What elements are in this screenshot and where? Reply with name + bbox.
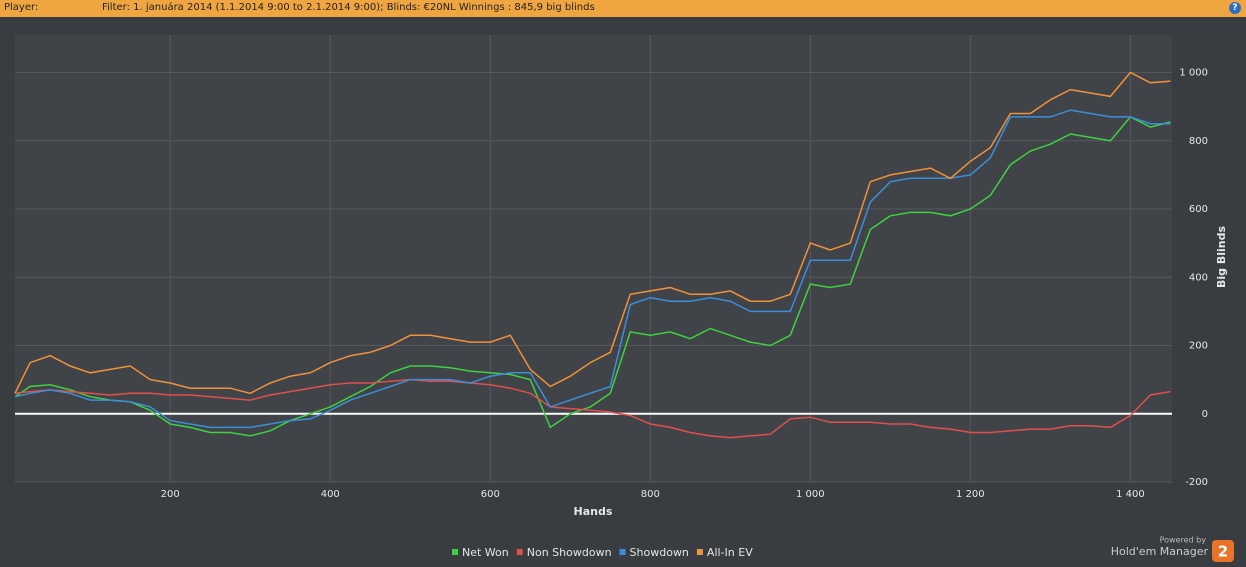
y-tick-label: 0 bbox=[1202, 409, 1208, 420]
chart: Hands Big Blinds Powered by Hold'em Mana… bbox=[14, 35, 1234, 562]
powered-by: Powered by bbox=[1160, 536, 1207, 545]
y-tick-label: 600 bbox=[1189, 204, 1208, 215]
legend-swatch bbox=[619, 549, 626, 555]
logo bbox=[1212, 540, 1234, 562]
header-bar: Player: Filter: 1. januára 2014 (1.1.201… bbox=[0, 0, 1246, 17]
legend-label: Showdown bbox=[630, 546, 689, 559]
legend-swatch bbox=[516, 549, 523, 555]
y-tick-label: 800 bbox=[1189, 136, 1208, 147]
series-line bbox=[14, 109, 1171, 429]
product-name: Hold'em Manager bbox=[1111, 545, 1209, 558]
legend-swatch bbox=[452, 549, 458, 555]
x-tick-label: 600 bbox=[481, 489, 500, 500]
x-tick-label: 1 000 bbox=[796, 489, 825, 500]
y-tick-label: 200 bbox=[1189, 341, 1208, 352]
series-line bbox=[14, 378, 1171, 439]
legend: Net Won Non Showdown Showdown All-In EV bbox=[452, 546, 753, 559]
help-button[interactable]: ? bbox=[1229, 2, 1241, 14]
y-axis-title: Big Blinds bbox=[1215, 226, 1228, 288]
series-line bbox=[14, 71, 1171, 395]
filter-text: Filter: 1. januára 2014 (1.1.2014 9:00 t… bbox=[102, 2, 595, 13]
x-axis-title: Hands bbox=[574, 505, 613, 518]
x-tick-label: 800 bbox=[641, 489, 660, 500]
legend-swatch bbox=[696, 549, 703, 555]
x-tick-label: 200 bbox=[161, 489, 180, 500]
y-tick-label: 1 000 bbox=[1179, 68, 1208, 79]
plot-area bbox=[15, 35, 1172, 482]
legend-label: Non Showdown bbox=[527, 546, 612, 559]
player-label: Player: bbox=[4, 2, 39, 13]
logo-version: 2 bbox=[1218, 543, 1228, 561]
y-tick-label: -200 bbox=[1185, 477, 1208, 488]
legend-label: Net Won bbox=[462, 546, 509, 559]
series-line bbox=[14, 115, 1171, 437]
x-tick-label: 1 400 bbox=[1116, 489, 1145, 500]
x-tick-label: 400 bbox=[321, 489, 340, 500]
legend-label: All-In EV bbox=[707, 546, 753, 559]
x-tick-label: 1 200 bbox=[956, 489, 985, 500]
y-tick-label: 400 bbox=[1189, 272, 1208, 283]
